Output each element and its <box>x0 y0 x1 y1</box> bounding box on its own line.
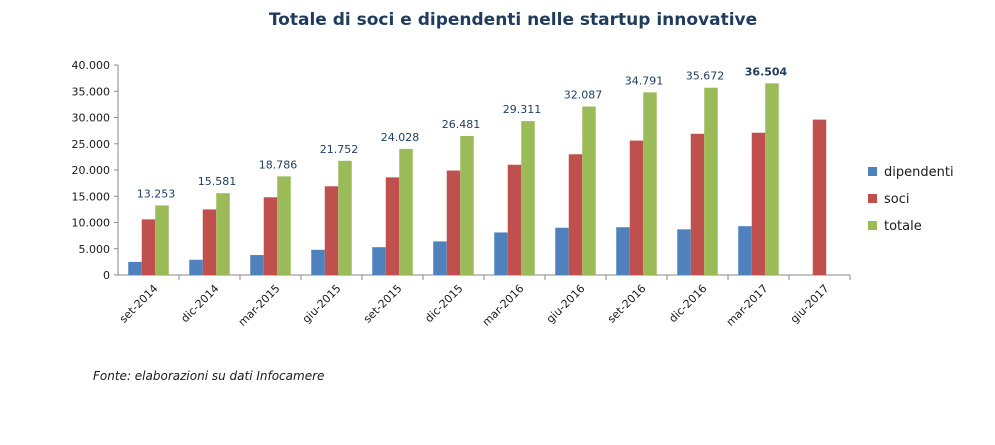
x-tick-label: giu-2016 <box>544 282 588 326</box>
bar-totale-giu-2015 <box>338 160 352 275</box>
source-note: Fonte: elaborazioni su dati Infocamere <box>93 369 324 383</box>
bar-dipendenti-mar-2015 <box>250 255 264 275</box>
y-axis: 0 5.000 10.000 15.000 20.000 25.000 30.000 35.0… <box>72 59 119 282</box>
legend-label-totale: totale <box>884 219 922 234</box>
y-tick-label: 10.000 <box>72 217 111 230</box>
bar-totale-mar-2016 <box>521 121 535 275</box>
x-tick-label: mar-2015 <box>236 282 283 329</box>
data-label: 18.786 <box>259 158 298 171</box>
bar-dipendenti-mar-2016 <box>494 232 508 275</box>
bar-dipendenti-set-2015 <box>372 247 386 275</box>
data-label: 36.504 <box>745 65 788 78</box>
x-tick-label: set-2014 <box>117 282 161 326</box>
bar-soci-dic-2014 <box>202 209 217 275</box>
bar-soci-mar-2016 <box>507 164 522 275</box>
legend-swatch-soci <box>868 194 877 203</box>
legend-label-soci: soci <box>884 192 910 207</box>
legend: dipendenti soci totale <box>868 165 954 234</box>
legend-swatch-totale <box>868 221 877 230</box>
y-tick-label: 5.000 <box>79 243 111 256</box>
bar-soci-mar-2017 <box>751 132 766 275</box>
bar-soci-giu-2015 <box>324 186 339 275</box>
y-tick-label: 15.000 <box>72 190 111 203</box>
bar-soci-set-2014 <box>141 219 156 275</box>
data-label: 34.791 <box>625 74 664 87</box>
x-axis: set-2014 dic-2014 mar-2015 giu-2015 set-2015… <box>117 274 851 329</box>
data-label: 35.672 <box>686 70 725 83</box>
bar-soci-giu-2016 <box>568 154 583 275</box>
bar-dipendenti-dic-2015 <box>433 241 447 275</box>
bars <box>128 83 827 276</box>
x-tick-label: giu-2017 <box>788 282 832 326</box>
legend-label-dipendenti: dipendenti <box>884 165 954 180</box>
data-label: 21.752 <box>320 143 359 156</box>
x-tick-label: dic-2016 <box>666 282 709 325</box>
x-tick-label: dic-2015 <box>422 282 465 325</box>
y-tick-label: 40.000 <box>72 59 111 72</box>
y-tick-label: 20.000 <box>72 164 111 177</box>
x-tick-label: giu-2015 <box>300 282 344 326</box>
y-tick-label: 35.000 <box>72 85 111 98</box>
bar-soci-set-2015 <box>385 177 400 275</box>
data-label: 29.311 <box>503 103 542 116</box>
bar-dipendenti-giu-2016 <box>555 227 569 275</box>
x-tick-label: mar-2016 <box>480 282 527 329</box>
bar-totale-set-2016 <box>643 92 657 275</box>
bar-soci-mar-2015 <box>263 197 278 275</box>
bar-soci-set-2016 <box>629 140 644 275</box>
bar-dipendenti-set-2014 <box>128 261 142 275</box>
bar-dipendenti-giu-2015 <box>311 249 325 275</box>
bar-dipendenti-dic-2014 <box>189 259 203 275</box>
data-labels: 13.253 15.581 18.786 21.752 24.028 26.481 29.3… <box>137 65 788 200</box>
legend-swatch-dipendenti <box>868 167 877 176</box>
data-label: 26.481 <box>442 118 481 131</box>
bar-totale-dic-2014 <box>216 193 230 275</box>
x-tick-label: set-2015 <box>361 282 405 326</box>
bar-totale-mar-2015 <box>277 176 291 275</box>
bar-dipendenti-dic-2016 <box>677 229 691 275</box>
x-tick-label: set-2016 <box>605 282 649 326</box>
data-label: 13.253 <box>137 187 176 200</box>
bar-soci-dic-2016 <box>690 133 705 275</box>
bar-totale-dic-2015 <box>460 135 474 275</box>
data-label: 24.028 <box>381 131 420 144</box>
y-tick-label: 25.000 <box>72 138 111 151</box>
bar-dipendenti-mar-2017 <box>738 226 752 275</box>
bar-totale-set-2014 <box>155 205 169 275</box>
bar-soci-giu-2017 <box>812 119 827 275</box>
x-tick-label: mar-2017 <box>724 282 771 329</box>
x-tick-label: dic-2014 <box>178 282 221 325</box>
data-label: 32.087 <box>564 89 603 102</box>
data-label: 15.581 <box>198 175 237 188</box>
y-tick-label: 0 <box>103 269 110 282</box>
bar-dipendenti-set-2016 <box>616 227 630 275</box>
bar-totale-mar-2017 <box>765 83 779 275</box>
bar-soci-dic-2015 <box>446 170 461 275</box>
y-tick-label: 30.000 <box>72 112 111 125</box>
chart-title: Totale di soci e dipendenti nelle startu… <box>269 10 757 30</box>
bar-totale-giu-2016 <box>582 106 596 276</box>
bar-totale-dic-2016 <box>704 87 718 275</box>
bar-totale-set-2015 <box>399 148 413 275</box>
